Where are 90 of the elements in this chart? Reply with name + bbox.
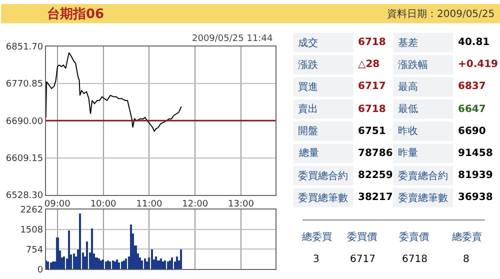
- text: 總量: [298, 147, 319, 159]
- text: 委賣總筆數: [398, 192, 448, 204]
- bar: [144, 258, 146, 270]
- text: 開盤: [298, 125, 318, 137]
- text: 資料日期：2009/05/25: [387, 8, 495, 20]
- text: 6717: [358, 81, 386, 92]
- bar: [122, 260, 125, 270]
- text: 總委賣: [451, 231, 482, 243]
- chart-subtitle: 2009/05/25 11:44: [192, 34, 273, 44]
- text: 6717: [350, 254, 376, 265]
- bar: [72, 253, 75, 270]
- y-tick-label: 0: [37, 265, 44, 276]
- x-tick-label: 09:00: [44, 200, 71, 210]
- bar: [146, 261, 148, 270]
- text: 買進: [298, 81, 318, 93]
- bar: [46, 261, 49, 270]
- text: 38217: [358, 192, 393, 203]
- text: 6718: [402, 254, 428, 265]
- y-tick-label: 6851.70: [6, 42, 44, 53]
- text: 40.81: [458, 37, 490, 48]
- y-tick-label: 754: [26, 245, 44, 256]
- bar: [118, 262, 120, 270]
- text: △28: [358, 59, 380, 70]
- bar: [86, 241, 88, 270]
- bar: [124, 258, 127, 270]
- text: 91458: [458, 148, 493, 159]
- bar: [120, 261, 123, 270]
- text: 漲跌幅: [398, 59, 428, 71]
- text: +0.419: [458, 59, 498, 70]
- text: 委買價: [347, 231, 377, 243]
- bar: [130, 224, 132, 270]
- y-tick-label: 6528.30: [6, 191, 44, 202]
- x-tick-label: 13:00: [228, 200, 254, 210]
- text: 6718: [358, 104, 386, 115]
- bar: [106, 260, 109, 270]
- bar: [170, 257, 173, 270]
- x-tick-label: 10:00: [90, 200, 117, 210]
- text: 最高: [398, 81, 418, 93]
- y-tick-label: 2262: [20, 206, 44, 216]
- text: 委買總合約: [298, 170, 348, 182]
- bar: [114, 261, 116, 270]
- bar: [68, 230, 70, 270]
- text: 總委買: [301, 231, 332, 243]
- bar: [180, 249, 182, 270]
- text: 3: [313, 254, 320, 265]
- text: 36938: [458, 192, 493, 203]
- text: 8: [463, 254, 470, 265]
- text: 委賣總合約: [398, 170, 448, 182]
- bar: [154, 256, 157, 270]
- text: 最低: [398, 104, 418, 115]
- bar: [140, 260, 143, 270]
- text: 6690: [458, 126, 486, 137]
- bar: [164, 260, 166, 270]
- text: 賣出: [298, 103, 318, 115]
- y-tick-label: 6770.85: [6, 80, 44, 90]
- bar: [52, 261, 54, 270]
- bar: [168, 260, 171, 270]
- text: 81939: [458, 170, 493, 181]
- x-tick-label: 11:00: [136, 200, 162, 210]
- text: 6718: [358, 37, 386, 48]
- bar: [90, 228, 93, 270]
- text: 昨收: [398, 125, 418, 137]
- bar: [108, 261, 111, 270]
- line-series: [46, 52, 182, 132]
- text: 漲跌: [298, 59, 318, 71]
- bar: [56, 237, 59, 270]
- text: 委賣價: [399, 231, 429, 243]
- text: 6751: [358, 126, 386, 137]
- text: 成交: [298, 37, 318, 49]
- bar: [176, 256, 178, 270]
- bar: [166, 261, 169, 270]
- bar: [102, 259, 104, 270]
- text: 6647: [458, 104, 486, 115]
- chart-title: 台期指06: [47, 6, 104, 22]
- bar: [150, 249, 153, 270]
- bar: [112, 260, 114, 270]
- x-tick-label: 12:00: [182, 200, 208, 210]
- bar: [138, 257, 141, 270]
- bar: [78, 213, 81, 270]
- bar: [50, 262, 52, 270]
- text: 基差: [398, 37, 418, 49]
- bar: [104, 261, 107, 270]
- y-tick-label: 1508: [20, 225, 44, 236]
- y-tick-label: 6690.00: [6, 116, 44, 127]
- y-tick-label: 6609.15: [6, 154, 44, 164]
- text: 78786: [358, 148, 393, 159]
- text: 委買總筆數: [298, 192, 348, 204]
- text: 82259: [358, 170, 393, 181]
- text: 6837: [458, 81, 486, 92]
- text: 昨量: [398, 147, 418, 159]
